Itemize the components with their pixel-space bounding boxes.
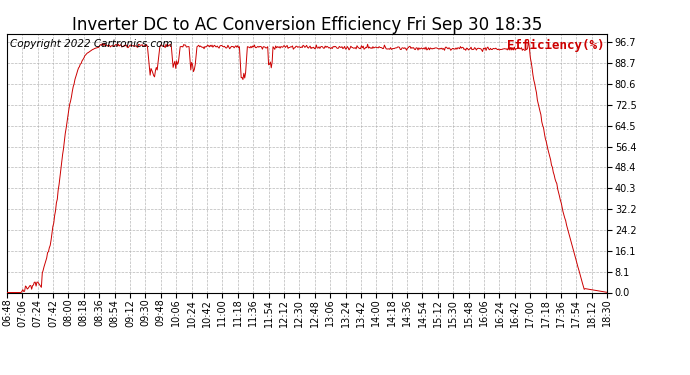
Text: Efficiency(%): Efficiency(%) <box>506 39 604 52</box>
Title: Inverter DC to AC Conversion Efficiency Fri Sep 30 18:35: Inverter DC to AC Conversion Efficiency … <box>72 16 542 34</box>
Text: Copyright 2022 Cartronics.com: Copyright 2022 Cartronics.com <box>10 39 172 49</box>
